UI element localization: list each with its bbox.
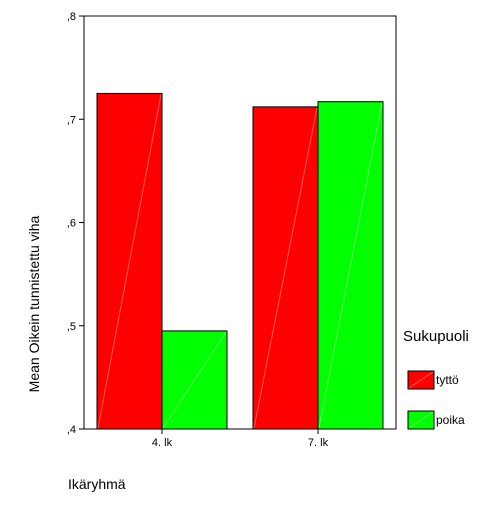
x-tick-label: 4. lk <box>152 437 173 449</box>
y-tick-label: ,5 <box>67 321 76 333</box>
legend-label: poika <box>436 413 465 427</box>
x-axis-ticks: 4. lk 7. lk <box>152 429 329 449</box>
y-tick-label: ,7 <box>67 114 76 126</box>
legend-label: tyttö <box>436 373 459 387</box>
legend-title: Sukupuoli <box>403 328 469 345</box>
x-axis-title: Ikäryhmä <box>68 476 126 492</box>
y-tick-label: ,6 <box>67 218 76 230</box>
legend: tyttö poika <box>408 371 465 429</box>
x-tick-label: 7. lk <box>308 437 329 449</box>
y-axis-ticks: ,4 ,5 ,6 ,7 ,8 <box>67 11 84 436</box>
bars <box>97 93 383 429</box>
y-tick-label: ,8 <box>67 11 76 23</box>
y-axis-title: Mean Oikein tunnistettu viha <box>26 215 42 392</box>
y-tick-label: ,4 <box>67 424 76 436</box>
